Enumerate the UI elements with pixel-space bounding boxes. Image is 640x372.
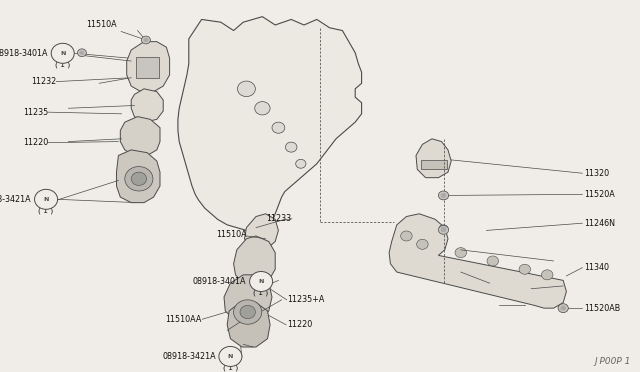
Polygon shape xyxy=(421,160,447,169)
Text: ( 1 ): ( 1 ) xyxy=(55,61,70,68)
Circle shape xyxy=(131,172,147,186)
Text: 08918-3421A: 08918-3421A xyxy=(162,352,216,361)
Polygon shape xyxy=(127,42,170,92)
Circle shape xyxy=(240,305,255,319)
Text: N: N xyxy=(60,51,65,56)
Text: 08918-3421A: 08918-3421A xyxy=(0,195,31,204)
Circle shape xyxy=(255,102,270,115)
Text: 11510AA: 11510AA xyxy=(165,315,202,324)
Polygon shape xyxy=(120,116,160,155)
Polygon shape xyxy=(234,236,275,286)
Text: 11520A: 11520A xyxy=(584,190,615,199)
Circle shape xyxy=(45,197,51,201)
Polygon shape xyxy=(116,150,160,203)
Polygon shape xyxy=(389,214,566,308)
Circle shape xyxy=(250,272,273,292)
Circle shape xyxy=(438,225,449,234)
Text: 11232: 11232 xyxy=(31,77,56,86)
Polygon shape xyxy=(136,57,159,78)
Text: 08918-3401A: 08918-3401A xyxy=(193,277,246,286)
Text: ( 1 ): ( 1 ) xyxy=(223,364,238,371)
Circle shape xyxy=(231,354,236,359)
Circle shape xyxy=(441,193,446,198)
Circle shape xyxy=(221,353,230,360)
Circle shape xyxy=(263,278,268,282)
Polygon shape xyxy=(224,275,272,322)
Circle shape xyxy=(439,192,448,199)
Circle shape xyxy=(143,38,148,42)
Text: 08918-3401A: 08918-3401A xyxy=(0,49,48,58)
Circle shape xyxy=(261,276,270,284)
Circle shape xyxy=(79,51,84,55)
Circle shape xyxy=(455,248,467,258)
Circle shape xyxy=(219,346,242,366)
Circle shape xyxy=(417,239,428,249)
Circle shape xyxy=(441,227,446,232)
Circle shape xyxy=(237,81,255,97)
Circle shape xyxy=(438,191,449,200)
Circle shape xyxy=(51,43,74,63)
Text: N: N xyxy=(44,197,49,202)
Circle shape xyxy=(541,270,553,280)
Circle shape xyxy=(561,306,566,310)
Circle shape xyxy=(223,354,228,359)
Text: 11510A: 11510A xyxy=(86,20,117,29)
Text: ( 1 ): ( 1 ) xyxy=(38,207,54,214)
Polygon shape xyxy=(178,17,362,230)
Polygon shape xyxy=(227,302,270,347)
Text: N: N xyxy=(259,279,264,284)
Circle shape xyxy=(439,225,448,232)
Polygon shape xyxy=(131,89,163,122)
Circle shape xyxy=(441,227,446,231)
Text: J P00P 1: J P00P 1 xyxy=(594,357,630,366)
Text: 11520AB: 11520AB xyxy=(584,304,621,312)
Text: 11220: 11220 xyxy=(23,138,48,147)
Polygon shape xyxy=(416,139,451,178)
Polygon shape xyxy=(244,214,278,250)
Circle shape xyxy=(559,304,568,312)
Circle shape xyxy=(77,49,86,57)
Text: 11246N: 11246N xyxy=(584,219,615,228)
Circle shape xyxy=(125,167,153,191)
Circle shape xyxy=(229,353,238,360)
Circle shape xyxy=(141,36,150,44)
Text: 11320: 11320 xyxy=(584,169,609,178)
Circle shape xyxy=(441,193,446,198)
Text: ( 1 ): ( 1 ) xyxy=(253,290,269,296)
Text: 11340: 11340 xyxy=(584,263,609,272)
Circle shape xyxy=(285,142,297,152)
Circle shape xyxy=(234,300,262,324)
Circle shape xyxy=(561,306,566,311)
Text: 11235+A: 11235+A xyxy=(287,295,324,304)
Circle shape xyxy=(35,189,58,209)
Circle shape xyxy=(401,231,412,241)
Text: 11510A: 11510A xyxy=(216,230,246,239)
Circle shape xyxy=(519,264,531,274)
Text: N: N xyxy=(228,354,233,359)
Circle shape xyxy=(272,122,285,133)
Text: 11233: 11233 xyxy=(266,214,291,223)
Circle shape xyxy=(558,304,568,312)
Circle shape xyxy=(487,256,499,266)
Circle shape xyxy=(44,195,52,203)
Circle shape xyxy=(296,159,306,168)
Text: 11235: 11235 xyxy=(23,108,48,117)
Text: 11220: 11220 xyxy=(287,320,312,329)
